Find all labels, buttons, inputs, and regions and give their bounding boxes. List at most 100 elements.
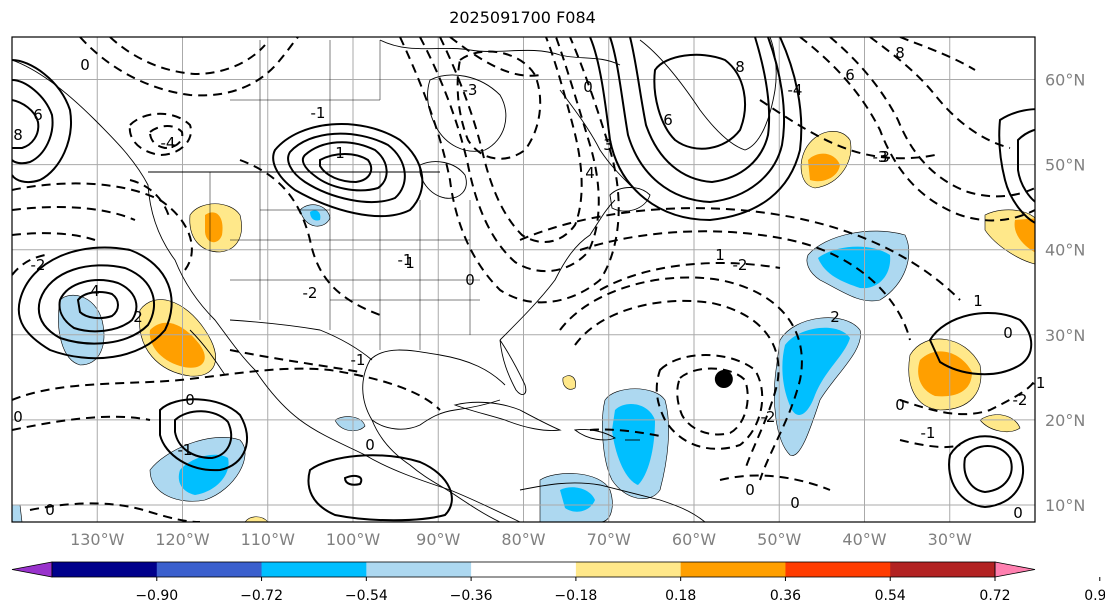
contour-value-label: 1 [405,254,415,272]
negative-contour [12,254,46,276]
colorbar-tick-label: 0.90 [1084,588,1105,604]
negative-anomaly-core [782,327,850,415]
contour-value-label: -1 [351,351,366,369]
gulf-of-mexico-coast [362,349,506,430]
us-mexico-border [229,319,373,361]
newfoundland [609,187,651,212]
negative-contour [799,37,1035,222]
longitude-tick-label: 100°W [326,530,381,549]
colorbar-tick-label: 0.18 [665,588,696,604]
negative-contour [12,415,151,431]
colorbar-tick-label: 0.36 [770,588,801,604]
positive-contour [319,153,373,184]
negative-contour [399,37,620,304]
contour-value-label: 0 [895,396,905,414]
hispaniola [573,429,617,441]
positive-contour [963,445,1013,494]
positive-contour [998,108,1035,224]
positive-contour [174,410,233,460]
negative-anomaly-core [310,210,321,221]
positive-contour [76,291,119,320]
contour-value-label: 2 [830,308,840,326]
positive-contour [12,59,72,184]
colorbar-segment [680,562,786,577]
longitude-tick-label: 110°W [241,530,296,549]
negative-contour [899,379,1035,416]
contour-value-label: -2 [761,408,776,426]
contour-value-label: 0 [790,494,800,512]
contour-value-label: 8 [895,44,905,62]
latitude-tick-label: 20°N [1045,411,1085,430]
central-america [371,419,501,522]
baja-california [189,329,226,376]
hudson-bay [427,74,507,152]
negative-contour [129,179,171,221]
contour-labels: 000000000000-1-1-1-1-1-1-2-2-2-2-2-3-3-4… [13,44,1045,522]
contour-value-label: 6 [663,111,673,129]
positive-contour [159,398,249,472]
coastline-layer [12,37,777,522]
contour-value-label: 0 [365,436,375,454]
graticule [12,37,1035,522]
longitude-tick-label: 30°W [928,530,972,549]
state-boundaries [209,172,480,350]
negative-contour [449,37,541,77]
negative-contour [655,354,764,450]
contour-value-label: 0 [45,501,55,519]
negative-contour [559,276,803,481]
contour-value-label: 0 [1013,504,1023,522]
longitude-tick-label: 40°W [842,530,886,549]
colorbar-segment [366,562,472,577]
colorbar-segment [261,562,367,577]
contour-value-label: -4 [788,81,803,99]
negative-contour [419,37,600,273]
contour-value-label: 6 [845,66,855,84]
negative-contour [899,37,976,71]
negative-anomaly-core [612,404,655,485]
colorbar-segment [471,562,577,577]
map-frame [11,36,1036,523]
colorbar-segment [575,562,682,577]
colorbar-segment [52,562,158,577]
greenland-coast [639,37,777,151]
negative-contour [128,112,192,157]
longitude-tick-label: 60°W [672,530,716,549]
positive-contour [37,264,155,345]
contour-value-label: 0 [465,271,475,289]
negative-contour [79,37,299,97]
contour-value-label: 0 [80,56,90,74]
negative-contour [589,428,661,437]
canada-provinces [230,40,381,172]
positive-contour [609,37,785,204]
colorbar-tick-label: 0.72 [979,588,1010,604]
positive-contour [58,279,138,333]
storm-position-marker [714,370,733,389]
colorbar-extend-min [11,561,53,578]
contour-value-label: -1 [921,424,936,442]
positive-contour [629,37,771,184]
longitude-tick-label: 120°W [155,530,210,549]
negative-anomaly-core [560,487,595,512]
contour-value-label: -2 [1013,391,1028,409]
positive-anomaly-core [149,322,205,368]
negative-contour [109,37,266,76]
negative-contour [579,230,911,341]
contour-value-label: 2 [133,308,143,326]
latitude-tick-label: 10°N [1045,496,1085,515]
negative-contour [759,99,936,160]
negative-contour [12,232,96,241]
positive-contour [1017,128,1035,203]
negative-contour [676,367,749,436]
negative-anomaly-core [178,454,229,495]
contour-value-label: 1 [973,292,983,310]
contour-value-label: -2 [31,256,46,274]
canada-arctic-coast [379,39,621,66]
negative-contour [148,125,184,150]
positive-contour [928,312,1033,376]
positive-contour [17,246,173,360]
longitude-tick-label: 70°W [587,530,631,549]
contour-value-label: -1 [1031,374,1046,392]
contour-value-label: 3 [880,148,890,166]
labrador-coast [559,89,631,186]
latitude-tick-label: 30°N [1045,326,1085,345]
